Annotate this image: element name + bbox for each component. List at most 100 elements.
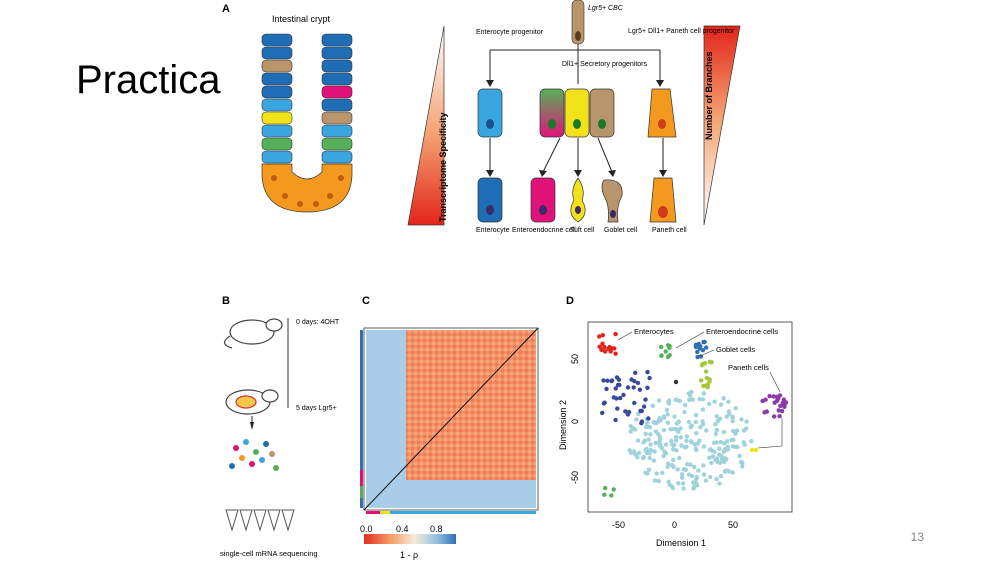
tsne-point [672,414,677,419]
crypt-bottom [261,163,353,213]
tsne-point [648,447,654,453]
tsne-point [693,342,699,348]
tsne-point [673,397,679,403]
tsne-annotations: Enterocytes Enteroendocrine cells Goblet… [634,327,778,372]
tsne-point [701,383,706,389]
tsne-point [615,406,620,411]
tsne-point [730,418,735,424]
tsne-point [703,369,709,374]
tsne-point [670,485,676,491]
tsne-point [645,471,650,476]
svg-text:Enterocyte: Enterocyte [476,227,510,234]
tsne-point [708,474,713,480]
crypt-left-column [261,33,293,164]
tsne-point [714,456,720,461]
tsne-point [717,446,722,451]
tsne-point [597,344,602,349]
branches-label: Number of Branches [704,51,714,140]
svg-text:Tuft cell: Tuft cell [570,227,595,234]
tsne-point [605,378,610,383]
tsne-point [701,444,707,449]
tsne-point [682,409,687,415]
panel-d-label: D [566,295,574,307]
tsne-point [733,406,738,411]
tsne-point [608,345,614,351]
tsne-point [696,468,701,473]
tsne-point [663,442,669,447]
tsne-point [623,409,628,414]
tsne-point [659,344,664,350]
tsne-point [703,478,709,483]
tsne-point [753,447,759,453]
specificity-triangle [407,25,445,226]
tsne-point [665,420,670,425]
tsne-point [680,475,685,480]
tsne-point [712,449,717,454]
tsne-point [602,492,607,497]
svg-text:Goblet cell: Goblet cell [604,227,638,234]
tsne-point [613,351,618,356]
tsne-point [700,419,705,424]
tsne-point [604,386,609,392]
tsne-points [597,331,789,498]
tsne-point [647,424,652,430]
tsne-point [740,464,745,469]
tsne-point [693,419,698,425]
tsne-point [632,400,637,406]
svg-text:-50: -50 [570,471,580,484]
tsne-point [659,353,664,358]
tsne-point [678,426,683,431]
tsne-point [625,412,631,417]
tsne-point [684,434,690,439]
tsne-point [689,423,694,428]
heatmap [360,327,539,514]
tsne-point [693,446,699,451]
tsne-point [686,472,692,477]
tsne-point [635,380,641,386]
tsne-point [613,417,618,423]
tsne-point [597,334,602,339]
colorbar [364,534,456,544]
tsne-point [739,459,744,465]
tsne-point [631,385,636,390]
tsne-point [661,414,667,419]
tsne-point [635,438,641,443]
tsne-point [660,470,665,475]
panel-c-label: C [362,295,370,307]
tsne-point [676,481,681,486]
tsne-point [666,399,671,404]
tsne-point [723,468,728,474]
tsne-point [779,408,785,414]
svg-text:Goblet cells: Goblet cells [716,345,755,354]
svg-text:Paneth cells: Paneth cells [728,363,769,372]
panel-a-label: A [222,3,230,15]
tsne-point [697,438,702,443]
step-2-label: 5 days Lgr5+ [296,405,337,412]
tsne-point [629,377,634,382]
step-1-label: 0 days: 4OHT [296,319,340,326]
tsne-point [721,429,727,435]
tsne-point [718,402,724,407]
tsne-point [701,472,707,477]
tsne-point [661,428,667,433]
tsne-point [777,414,782,419]
tsne-point [665,412,670,417]
svg-text:0.4: 0.4 [396,524,409,534]
tsne-point [722,447,728,452]
stem-label: Lgr5+ CBC [588,5,624,12]
svg-text:0: 0 [672,520,677,530]
tsne-point [701,463,706,468]
tsne-point [673,379,679,385]
tsne-point [772,400,777,405]
panel-b-caption: single-cell mRNA sequencing [220,549,318,558]
paneth-progenitor-label: Lgr5+ Dll1+ Paneth cell progenitor [628,28,735,35]
tsne-point [707,377,712,382]
tsne-point [727,411,732,417]
tsne-point [642,438,647,443]
tsne-point [643,431,648,436]
tsne-point [714,476,719,482]
tsne-point [680,481,686,486]
tsne-point [652,478,658,483]
tsne-point [698,424,703,430]
